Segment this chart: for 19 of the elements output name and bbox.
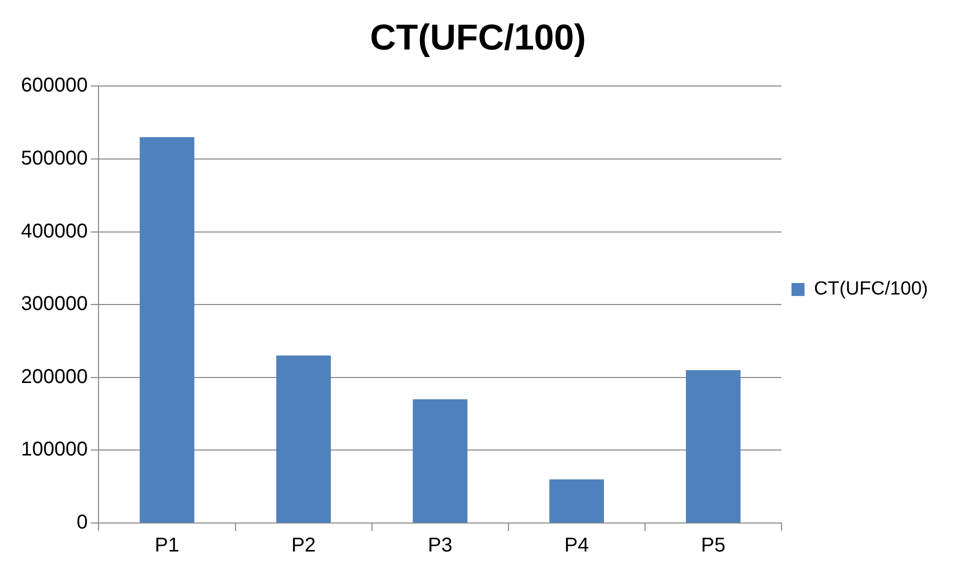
y-tick-label: 300000 [20, 293, 88, 316]
x-tick-label: P2 [291, 534, 316, 557]
y-tick-label: 400000 [20, 220, 88, 242]
y-tick-label: 600000 [20, 74, 88, 97]
bar [276, 356, 331, 522]
bar [140, 137, 194, 522]
y-tick-label: 500000 [20, 148, 88, 170]
x-tick-label: P3 [428, 534, 452, 557]
y-tick-label: 200000 [20, 366, 88, 388]
legend-label: CT(UFC/100) [814, 278, 928, 300]
chart-title: CT(UFC/100) [370, 16, 586, 58]
y-tick-label: 0 [76, 512, 88, 534]
y-tick-label: 100000 [20, 438, 88, 461]
bar [412, 399, 468, 522]
x-tick-label: P5 [700, 534, 726, 557]
x-tick-label: P4 [564, 534, 589, 557]
x-tick-label: P1 [154, 534, 180, 557]
bar [549, 479, 604, 522]
bar [686, 370, 741, 522]
